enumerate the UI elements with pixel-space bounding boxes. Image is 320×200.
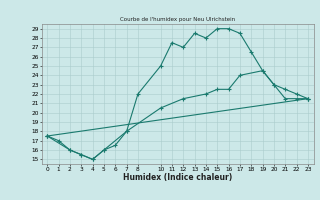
Title: Courbe de l'humidex pour Neu Ulrichstein: Courbe de l'humidex pour Neu Ulrichstein xyxy=(120,17,235,22)
X-axis label: Humidex (Indice chaleur): Humidex (Indice chaleur) xyxy=(123,173,232,182)
